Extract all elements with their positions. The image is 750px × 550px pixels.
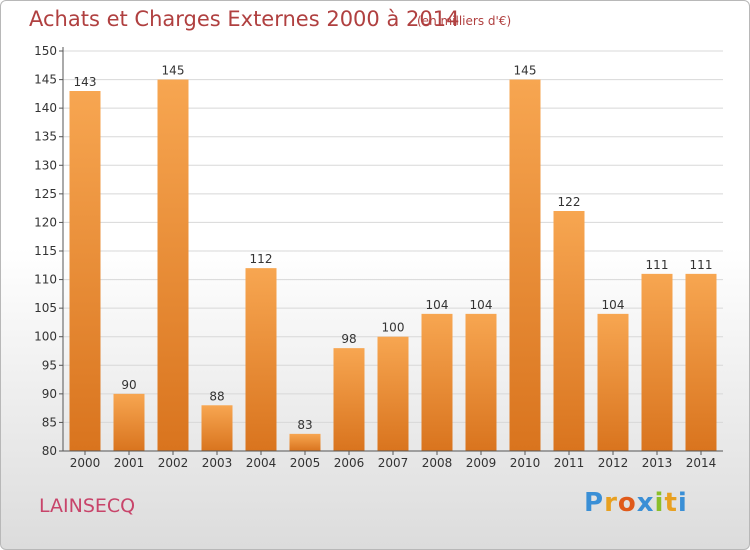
logo-letter-2: o (617, 488, 637, 518)
x-tick-label-2014: 2014 (686, 456, 717, 470)
bar-2008 (421, 313, 453, 451)
x-tick-label-2010: 2010 (510, 456, 541, 470)
y-tick-label-130: 130 (34, 158, 57, 172)
axes: 80 85 90 95 100 105 110 115 120 125 130 135 140 145 15… (34, 44, 723, 470)
data-label-2009: 104 (470, 298, 493, 312)
bar-2009 (465, 313, 497, 451)
chart-subtitle: (en milliers d'€) (417, 14, 512, 28)
y-tick-label-115: 115 (34, 244, 57, 258)
data-label-2000: 143 (74, 75, 97, 89)
x-tick-label-2007: 2007 (378, 456, 409, 470)
x-tick-label-2009: 2009 (466, 456, 497, 470)
y-tick-label-125: 125 (34, 187, 57, 201)
bar-2014 (685, 273, 717, 451)
y-tick-label-105: 105 (34, 301, 57, 315)
data-label-2014: 111 (690, 258, 713, 272)
y-tick-label-145: 145 (34, 73, 57, 87)
chart-title: Achats et Charges Externes 2000 à 2014 (29, 7, 460, 31)
y-tick-label-135: 135 (34, 130, 57, 144)
x-tick-label-2011: 2011 (554, 456, 585, 470)
x-tick-label-2004: 2004 (246, 456, 277, 470)
logo-letter-5: t (664, 488, 678, 518)
bar-2004 (245, 268, 277, 451)
bar-2000 (69, 91, 101, 451)
logo-letter-1: r (604, 488, 618, 518)
y-tick-label-120: 120 (34, 215, 57, 229)
data-labels: 143 90 145 88 112 83 98 100 104 104 145 122 104 111 11… (74, 64, 713, 432)
bar-2010 (509, 79, 541, 452)
data-label-2012: 104 (602, 298, 625, 312)
data-label-2010: 145 (514, 64, 537, 78)
y-tick-label-80: 80 (42, 444, 57, 458)
y-tick-label-110: 110 (34, 273, 57, 287)
x-tick-label-2006: 2006 (334, 456, 365, 470)
x-tick-label-2001: 2001 (114, 456, 145, 470)
bar-2012 (597, 313, 629, 451)
logo-letter-6: i (677, 488, 688, 518)
data-label-2007: 100 (382, 321, 405, 335)
x-tick-label-2003: 2003 (202, 456, 233, 470)
data-label-2008: 104 (426, 298, 449, 312)
y-tick-label-90: 90 (42, 387, 57, 401)
bar-2013 (641, 273, 673, 451)
bar-2002 (157, 79, 189, 452)
y-tick-label-85: 85 (42, 415, 57, 429)
data-label-2003: 88 (209, 389, 224, 403)
y-tick-label-150: 150 (34, 44, 57, 58)
logo-letter-3: x (636, 488, 655, 518)
data-label-2013: 111 (646, 258, 669, 272)
data-label-2002: 145 (162, 64, 185, 78)
data-label-2001: 90 (121, 378, 136, 392)
proxiti-logo: Proxiti (584, 488, 688, 518)
logo-letter-4: i (654, 488, 665, 518)
y-tick-label-140: 140 (34, 101, 57, 115)
bar-2007 (377, 336, 409, 451)
bar-2003 (201, 405, 233, 451)
x-tick-label-2008: 2008 (422, 456, 453, 470)
x-tick-label-2012: 2012 (598, 456, 629, 470)
bar-2011 (553, 211, 585, 451)
logo-letter-0: P (584, 488, 605, 518)
commune-name: LAINSECQ (39, 495, 136, 517)
bar-2006 (333, 348, 365, 451)
bar-2001 (113, 393, 145, 451)
data-label-2004: 112 (250, 252, 273, 266)
data-label-2011: 122 (558, 195, 581, 209)
y-tick-label-95: 95 (42, 358, 57, 372)
x-tick-label-2002: 2002 (158, 456, 189, 470)
bars (69, 79, 717, 452)
bar-2005 (289, 433, 321, 451)
x-tick-label-2013: 2013 (642, 456, 673, 470)
data-label-2005: 83 (297, 418, 312, 432)
x-tick-label-2005: 2005 (290, 456, 321, 470)
y-tick-label-100: 100 (34, 330, 57, 344)
data-label-2006: 98 (341, 332, 356, 346)
x-tick-label-2000: 2000 (70, 456, 101, 470)
